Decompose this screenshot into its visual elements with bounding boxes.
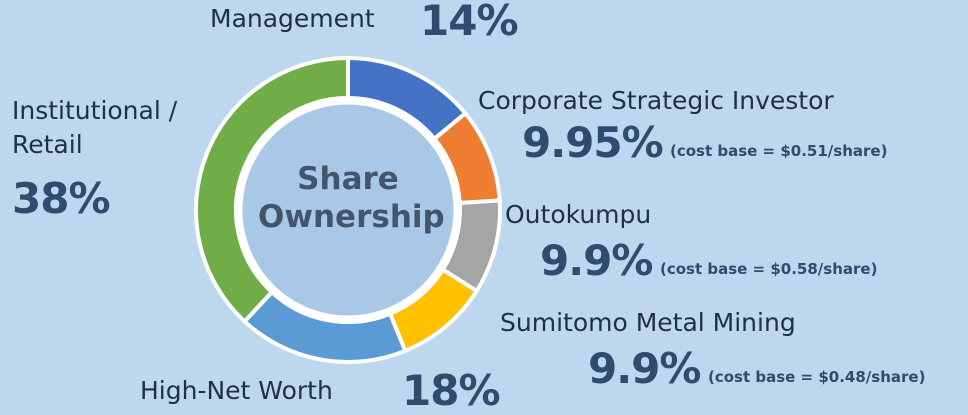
slice-label: Sumitomo Metal Mining (500, 308, 796, 337)
slice-label: Management (210, 4, 375, 33)
cost-note: (cost base = $0.51/share) (670, 142, 888, 160)
value-label: 9.95% (522, 118, 664, 167)
center-disc (237, 99, 459, 321)
slice-label: Institutional / Retail (12, 96, 178, 159)
slice-label: Corporate Strategic Investor (478, 86, 834, 115)
cost-note: (cost base = $0.58/share) (660, 260, 878, 278)
value-label: 9.9% (588, 344, 701, 393)
value-label: 18% (402, 366, 501, 415)
slice-label: High-Net Worth (140, 376, 333, 405)
value-label: 38% (12, 174, 111, 223)
slice (194, 55, 350, 325)
value-label: 9.9% (540, 236, 653, 285)
value-label: 14% (420, 0, 519, 45)
slice-label: Outokumpu (505, 200, 652, 229)
cost-note: (cost base = $0.48/share) (708, 368, 926, 386)
chart-title: Share Ownership (258, 161, 445, 235)
